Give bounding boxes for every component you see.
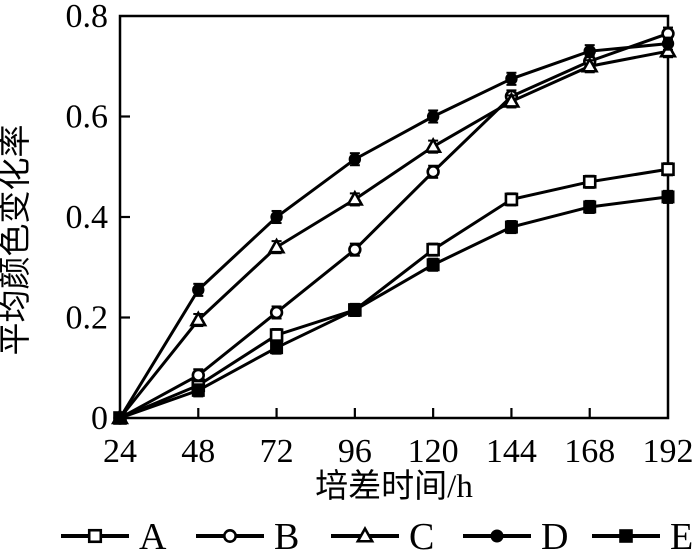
legend-label-A: A <box>139 516 167 558</box>
y-tick-label: 0 <box>91 400 108 437</box>
y-tick-label: 0.8 <box>66 0 109 35</box>
series-line-A <box>119 167 669 420</box>
series-line-B <box>119 32 669 420</box>
x-tick-label: 48 <box>181 433 215 470</box>
legend-label-C: C <box>409 516 434 558</box>
legend: A B C D E <box>61 516 693 558</box>
series-D <box>113 36 675 425</box>
legend-item-D: D <box>463 516 568 558</box>
series-C <box>110 41 678 425</box>
series-B <box>113 26 675 425</box>
series-E <box>113 189 675 425</box>
y-axis-label: 平均颜色变化率 <box>0 125 34 356</box>
legend-item-A: A <box>61 516 167 558</box>
axis-frame <box>118 14 670 420</box>
y-tick-label: 0.2 <box>66 300 109 337</box>
x-tick-label: 168 <box>564 433 615 470</box>
y-tick-label: 0.6 <box>66 99 109 136</box>
legend-label-E: E <box>670 516 693 558</box>
x-tick-label: 120 <box>408 433 459 470</box>
series-line-E <box>119 195 669 420</box>
x-tick-label: 24 <box>103 433 137 470</box>
x-axis-label: 培差时间/h <box>315 468 473 505</box>
x-tick-label: 144 <box>486 433 537 470</box>
x-tick-label: 72 <box>260 433 294 470</box>
x-tick-label: 192 <box>643 433 694 470</box>
legend-label-D: D <box>541 516 568 558</box>
x-tick-label: 96 <box>338 433 372 470</box>
plot-area: 24 48 72 96 120 144 168 192 0 0.2 0.4 0.6 0.8 <box>66 0 694 470</box>
legend-item-C: C <box>331 516 434 558</box>
legend-item-E: E <box>592 516 693 558</box>
legend-label-B: B <box>274 516 299 558</box>
y-tick-label: 0.4 <box>66 199 109 236</box>
series-line-D <box>118 42 669 419</box>
legend-item-B: B <box>196 516 299 558</box>
series-line-C <box>118 49 669 419</box>
